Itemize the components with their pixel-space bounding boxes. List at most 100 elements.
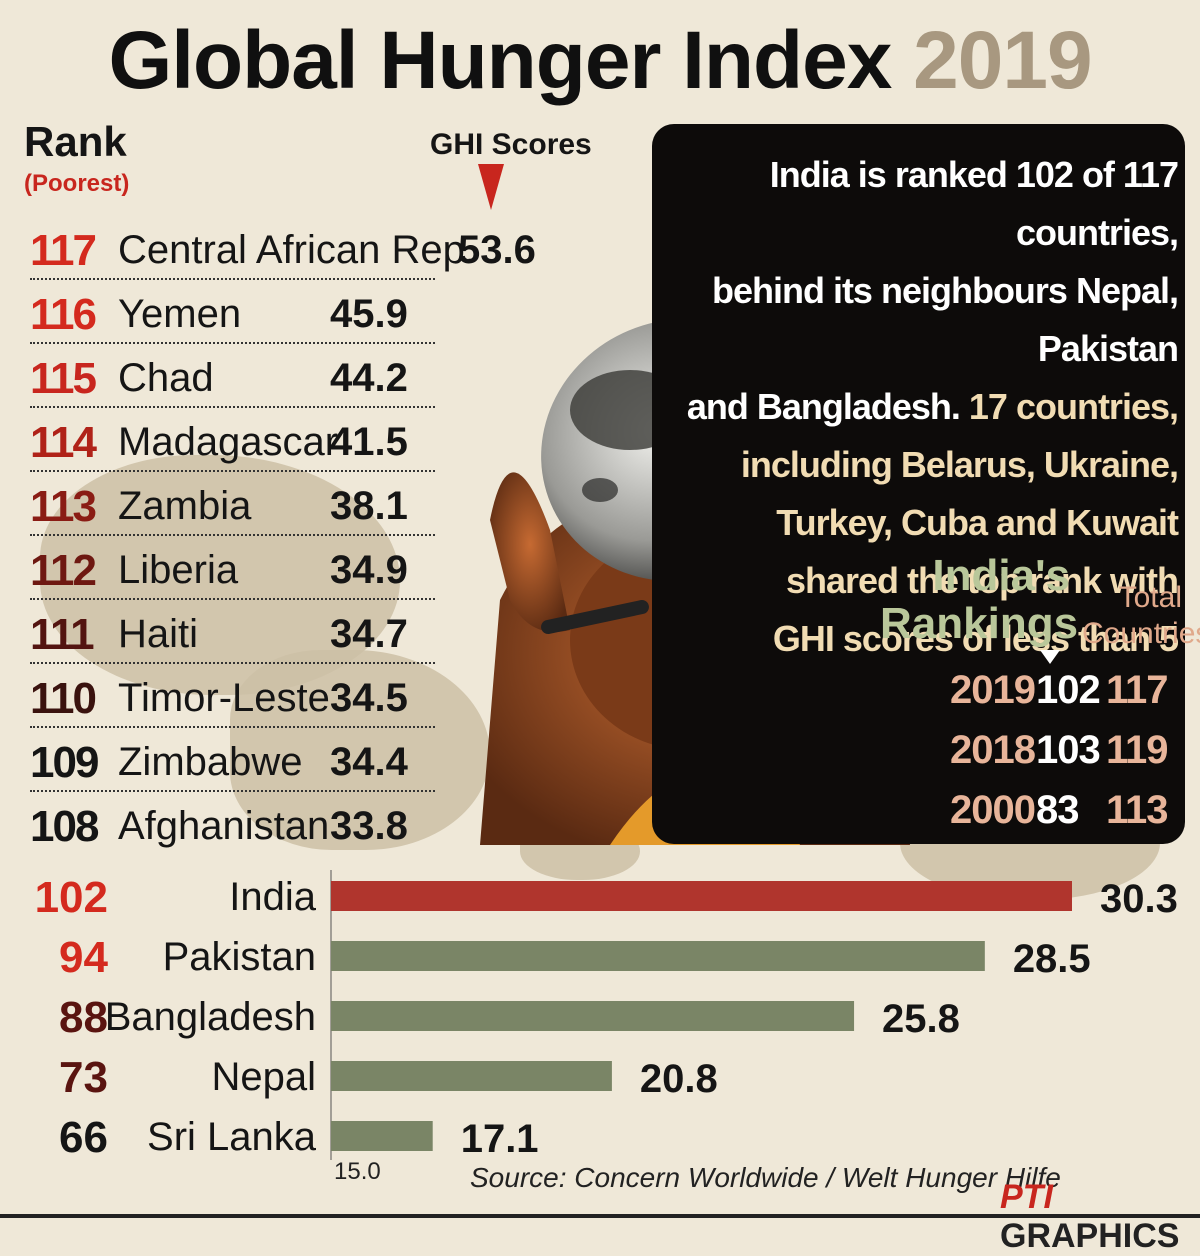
- rank-value: 114: [30, 418, 97, 467]
- table-row: 113 Zambia 38.1: [30, 474, 435, 536]
- value-label: 20.8: [640, 1057, 718, 1101]
- country-name: Afghanistan: [118, 804, 330, 848]
- ghi-score: 53.6: [458, 228, 536, 272]
- ghi-score: 34.5: [330, 676, 408, 720]
- ghi-score: 38.1: [330, 484, 408, 528]
- country-name: Zimbabwe: [118, 740, 303, 784]
- ranking-year: 2018: [950, 728, 1036, 772]
- info-text: India is ranked 102 of 117 countries, be…: [660, 146, 1179, 668]
- title-main: Global Hunger Index: [108, 15, 892, 106]
- total-countries-title-line: Total: [1118, 581, 1182, 614]
- info-line-part: and Bangladesh.: [686, 386, 969, 427]
- ranking-rank: 83: [1036, 788, 1079, 832]
- table-row: 116 Yemen 45.9: [30, 282, 435, 344]
- country-name: Liberia: [118, 548, 239, 592]
- table-row: 112 Liberia 34.9: [30, 538, 435, 600]
- info-highlight: GHI scores of less than 5: [772, 618, 1179, 659]
- row-divider: [30, 470, 435, 472]
- bar-bangladesh: [331, 1001, 855, 1031]
- ghi-score: 41.5: [330, 420, 408, 464]
- india-rankings-title-line: Rankings: [880, 599, 1079, 648]
- total-countries-title: Total Countries: [1082, 580, 1200, 652]
- rank-value: 102: [35, 873, 108, 922]
- row-divider: [30, 534, 435, 536]
- ghi-score: 34.4: [330, 740, 408, 784]
- ranking-total: 119: [1106, 728, 1169, 772]
- table-row: 110 Timor-Leste 34.5: [30, 666, 435, 728]
- ghi-score: 44.2: [330, 356, 408, 400]
- bar-pakistan: [331, 941, 985, 971]
- rank-value: 116: [30, 290, 97, 339]
- value-label: 17.1: [461, 1117, 539, 1160]
- rank-value: 108: [30, 802, 99, 851]
- ghi-score: 34.9: [330, 548, 408, 592]
- country-name: Madagascar: [118, 420, 339, 464]
- row-divider: [30, 790, 435, 792]
- page-title: Global Hunger Index 2019: [0, 20, 1200, 102]
- ghi-score: 45.9: [330, 292, 408, 336]
- ghi-scores-header: GHI Scores: [430, 128, 592, 161]
- rank-value: 88: [59, 993, 108, 1042]
- row-divider: [30, 662, 435, 664]
- bar-india: [331, 881, 1072, 911]
- value-label: 28.5: [1013, 937, 1091, 981]
- ranking-total: 117: [1106, 668, 1169, 712]
- category-label: Sri Lanka: [147, 1115, 317, 1159]
- table-row: 115 Chad 44.2: [30, 346, 435, 408]
- row-divider: [30, 406, 435, 408]
- country-name: Zambia: [118, 484, 252, 528]
- table-row: 117 Central African Rep. 53.6: [30, 218, 536, 280]
- ghi-score: 33.8: [330, 804, 408, 848]
- bar-nepal: [331, 1061, 612, 1091]
- ranking-year: 2019: [950, 668, 1036, 712]
- info-highlight: Turkey, Cuba and Kuwait: [776, 502, 1179, 543]
- rank-subheader: (Poorest): [24, 170, 130, 197]
- country-name: Yemen: [118, 292, 242, 336]
- category-label: Nepal: [211, 1055, 316, 1099]
- ghi-score: 34.7: [330, 612, 408, 656]
- category-label: India: [229, 875, 316, 919]
- info-panel: [652, 124, 1185, 844]
- india-rankings-title: India's Rankings: [880, 552, 1079, 648]
- rank-value: 66: [59, 1113, 108, 1160]
- table-row: 114 Madagascar 41.5: [30, 410, 435, 472]
- row-divider: [30, 278, 435, 280]
- rank-value: 113: [30, 482, 97, 531]
- info-highlight: shared the top rank with: [785, 560, 1179, 601]
- country-name: Chad: [118, 356, 214, 400]
- rank-value: 115: [30, 354, 97, 403]
- rank-header: Rank: [24, 118, 127, 165]
- axis-start-label: 15.0: [334, 1158, 381, 1185]
- world-map-decoration: [230, 650, 490, 850]
- rank-value: 111: [30, 610, 95, 659]
- rank-value: 94: [59, 933, 108, 982]
- table-row: 109 Zimbabwe 34.4: [30, 730, 435, 792]
- down-arrow-icon: [478, 164, 504, 210]
- ranking-rank: 102: [1036, 668, 1101, 712]
- bottom-rule: [0, 1214, 1200, 1218]
- row-divider: [30, 598, 435, 600]
- rank-value: 112: [30, 546, 97, 595]
- ranking-rank: 103: [1036, 728, 1101, 772]
- graphics-label: GRAPHICS: [1000, 1217, 1180, 1255]
- source-note: Source: Concern Worldwide / Welt Hunger …: [470, 1162, 1061, 1193]
- rank-value: 73: [59, 1053, 108, 1102]
- pti-logo: PTI: [1000, 1178, 1053, 1216]
- row-divider: [30, 726, 435, 728]
- rank-value: 109: [30, 738, 99, 787]
- info-line: India is ranked 102 of 117 countries,: [769, 154, 1179, 253]
- country-name: Timor-Leste: [118, 676, 330, 720]
- ranking-total: 113: [1106, 788, 1169, 832]
- country-name: Central African Rep.: [118, 228, 476, 272]
- total-countries-title-line: Countries: [1082, 617, 1200, 650]
- category-label: Bangladesh: [105, 995, 316, 1039]
- bar-sri-lanka: [331, 1121, 433, 1151]
- title-year: 2019: [913, 15, 1092, 106]
- rank-value: 117: [30, 226, 97, 275]
- row-divider: [30, 342, 435, 344]
- category-label: Pakistan: [163, 935, 316, 979]
- ranking-year: 2000: [950, 788, 1036, 832]
- info-highlight: 17 countries,: [968, 386, 1179, 427]
- info-highlight: including Belarus, Ukraine,: [740, 444, 1179, 485]
